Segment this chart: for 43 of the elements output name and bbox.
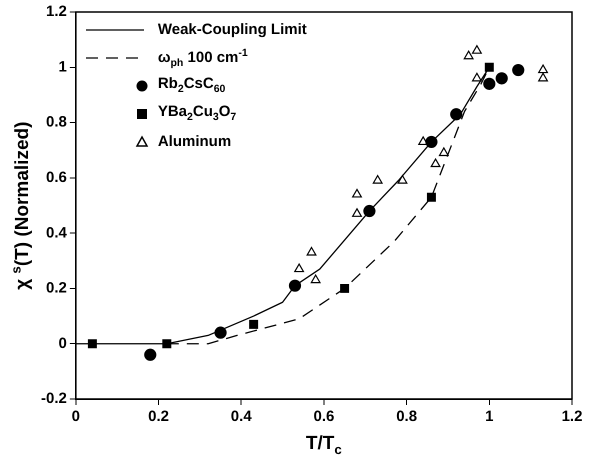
legend-label: YBa$_{2}$Cu$_{3}$O$_{7}$ <box>158 102 236 124</box>
x-tick-label: 0.6 <box>313 408 334 426</box>
point <box>372 175 383 184</box>
point <box>450 108 462 120</box>
point <box>426 192 436 202</box>
point <box>512 64 524 76</box>
y-tick-label: 0.4 <box>46 224 68 242</box>
point <box>249 320 258 329</box>
legend-label: Rb$_{2}$CsC$_{60}$ <box>158 74 226 96</box>
x-tick-label: 0.4 <box>230 408 252 426</box>
point <box>340 284 350 293</box>
point <box>430 158 440 168</box>
point <box>464 50 474 60</box>
point <box>483 78 496 90</box>
point <box>472 45 482 54</box>
point <box>484 62 494 72</box>
point <box>538 72 548 82</box>
point <box>472 72 482 82</box>
point <box>310 274 321 284</box>
x-tick-label: 0.8 <box>396 408 418 426</box>
x-tick-label: 1.2 <box>562 408 582 426</box>
point <box>496 72 508 84</box>
point <box>538 64 548 74</box>
y-tick-label: 0 <box>58 334 67 352</box>
point <box>294 263 304 272</box>
legend-label: Aluminum <box>158 133 232 150</box>
x-tick-label: 1 <box>485 408 494 426</box>
point <box>144 348 156 361</box>
x-tick-label: 0.2 <box>148 408 169 426</box>
point <box>306 246 316 256</box>
y-tick-label: 0.8 <box>46 114 67 131</box>
y-tick-label: -0.2 <box>40 390 67 408</box>
y-tick-label: 0.6 <box>46 169 67 186</box>
legend-label: ω$_{ph}$ 100 cm$^{-1}$ <box>158 46 248 70</box>
y-tick-label: 1 <box>58 58 67 76</box>
y-tick-label: 0.2 <box>46 280 67 297</box>
point <box>438 147 449 156</box>
point <box>352 188 362 198</box>
point <box>352 208 362 217</box>
x-tick-label: 0 <box>72 408 80 426</box>
legend-label: Weak-Coupling Limit <box>158 21 307 38</box>
x-axis-title: T/T$_{c}$ <box>306 433 342 457</box>
y-tick-label: 1.2 <box>46 3 67 20</box>
